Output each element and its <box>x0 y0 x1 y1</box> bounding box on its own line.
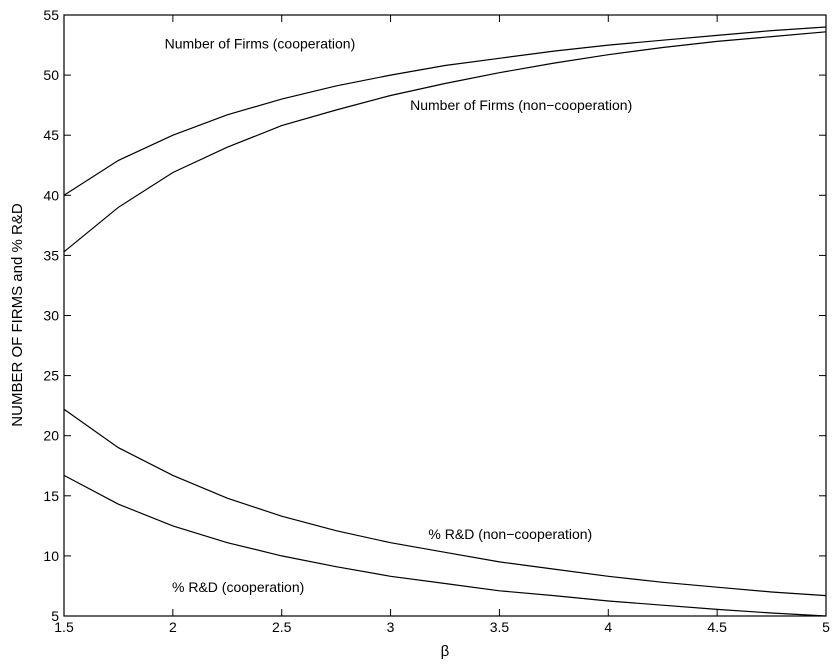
x-tick-label: 2.5 <box>272 619 292 635</box>
x-tick-label: 3.5 <box>490 619 510 635</box>
x-tick-label: 1.5 <box>54 619 74 635</box>
y-tick-label: 50 <box>43 67 59 83</box>
series-lines <box>63 26 827 617</box>
y-tick-label: 35 <box>43 247 59 263</box>
y-tick-label: 25 <box>43 368 59 384</box>
series-line-4 <box>63 474 827 617</box>
annotations: Number of Firms (cooperation) Number of F… <box>165 36 633 595</box>
y-tick-label: 30 <box>43 308 59 324</box>
y-tick-label: 10 <box>43 548 59 564</box>
y-tick-label: 5 <box>51 608 59 624</box>
series-line-2 <box>63 31 827 253</box>
annotation-label: Number of Firms (cooperation) <box>165 36 356 52</box>
y-axis-label: NUMBER OF FIRMS and % R&D <box>9 203 26 427</box>
y-tick-label: 20 <box>43 428 59 444</box>
annotation-label: % R&D (non−cooperation) <box>428 526 592 542</box>
y-tick-label: 55 <box>43 7 59 23</box>
series-line-1 <box>63 26 827 196</box>
x-axis-label: β <box>441 643 450 660</box>
x-tick-label: 2 <box>169 619 177 635</box>
x-tick-label: 4.5 <box>707 619 727 635</box>
y-tick-label: 45 <box>43 127 59 143</box>
y-tick-label: 15 <box>43 488 59 504</box>
annotation-label: Number of Firms (non−cooperation) <box>410 97 632 113</box>
x-tick-label: 4 <box>604 619 612 635</box>
annotation-label: % R&D (cooperation) <box>172 579 304 595</box>
series-line-3 <box>63 408 827 597</box>
x-tick-label: 5 <box>822 619 830 635</box>
x-tick-label: 3 <box>387 619 395 635</box>
y-tick-label: 40 <box>43 187 59 203</box>
